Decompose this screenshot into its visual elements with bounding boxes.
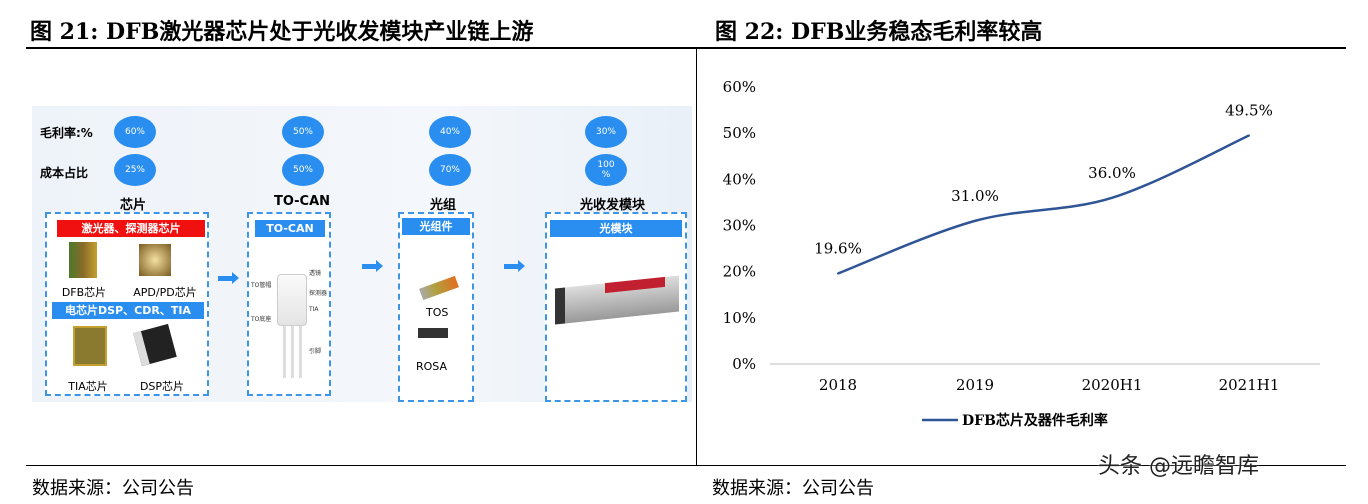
y-tick-label: 0% bbox=[732, 355, 756, 373]
data-point bbox=[837, 272, 839, 275]
rosa-image bbox=[418, 328, 448, 338]
y-tick-label: 50% bbox=[723, 124, 756, 142]
gross-margin-label: 毛利率:% bbox=[40, 126, 93, 140]
dfb-chip-image bbox=[69, 242, 97, 278]
rosa-caption: ROSA bbox=[416, 360, 448, 373]
tocan-pin bbox=[299, 326, 302, 378]
data-label: 49.5% bbox=[1225, 101, 1273, 119]
part-label: TO底座 bbox=[251, 316, 272, 323]
stage-module-label: 光收发模块 bbox=[580, 198, 646, 213]
cost-oval: 50% bbox=[282, 154, 324, 186]
tocan-box: TO-CAN 透镜 TO管帽 探测器 TIA TO底座 引脚 bbox=[247, 212, 331, 396]
bottom-rule bbox=[26, 465, 1346, 466]
part-label: 引脚 bbox=[309, 348, 322, 355]
tocan-bar: TO-CAN bbox=[255, 220, 325, 237]
tos-image bbox=[419, 275, 459, 301]
apd-chip-image bbox=[139, 244, 171, 276]
y-tick-label: 20% bbox=[723, 263, 756, 281]
x-tick-label: 2018 bbox=[819, 376, 857, 394]
y-tick-label: 60% bbox=[723, 78, 756, 96]
margin-oval: 60% bbox=[114, 116, 156, 148]
data-point bbox=[974, 219, 976, 222]
data-label: 19.6% bbox=[814, 240, 862, 258]
part-label: 透镜 bbox=[309, 270, 322, 277]
divider bbox=[696, 48, 697, 466]
stage-tocan-label: TO-CAN bbox=[274, 194, 331, 209]
stage-chip-label: 芯片 bbox=[120, 198, 147, 213]
stage-optic-label: 光组 bbox=[430, 198, 457, 213]
x-tick-label: 2021H1 bbox=[1219, 376, 1280, 394]
industry-chain-diagram: 毛利率:% 成本占比 60% 25% 50% 50% 40% 70% 30% 1… bbox=[32, 106, 692, 402]
tos-caption: TOS bbox=[426, 306, 449, 319]
data-label: 36.0% bbox=[1088, 164, 1136, 182]
gross-margin-chart: 0% 10% 20% 30% 40% 50% 60% 2018 2019 2020H1 2021H1… bbox=[723, 78, 1320, 429]
margin-oval: 30% bbox=[585, 116, 627, 148]
cost-oval: 25% bbox=[114, 154, 156, 186]
optic-box: 光组件 TOS ROSA bbox=[398, 212, 474, 402]
y-tick-label: 40% bbox=[723, 170, 756, 188]
chip-bar-optical: 激光器、探测器芯片 bbox=[57, 220, 205, 237]
figure-21-title: 图 21: DFB激光器芯片处于光收发模块产业链上游 bbox=[30, 19, 534, 45]
margin-oval: 50% bbox=[282, 116, 324, 148]
chip-bar-electrical: 电芯片DSP、CDR、TIA bbox=[52, 302, 204, 319]
legend-label: DFB芯片及器件毛利率 bbox=[962, 412, 1108, 429]
part-label: TIA bbox=[309, 306, 319, 313]
top-rule bbox=[26, 47, 1346, 49]
tia-caption: TIA芯片 bbox=[68, 380, 108, 393]
tocan-image bbox=[277, 274, 307, 326]
data-point bbox=[1111, 196, 1113, 199]
part-label: TO管帽 bbox=[251, 282, 272, 289]
cost-oval: 70% bbox=[429, 154, 471, 186]
apd-caption: APD/PD芯片 bbox=[133, 286, 197, 299]
part-label: 探测器 bbox=[309, 290, 328, 297]
series-line bbox=[837, 134, 1250, 275]
figure-22-title: 图 22: DFB业务稳态毛利率较高 bbox=[715, 19, 1043, 45]
cost-share-label: 成本占比 bbox=[40, 166, 89, 180]
x-tick-label: 2019 bbox=[956, 376, 994, 394]
left-source: 数据来源：公司公告 bbox=[32, 478, 194, 499]
dfb-caption: DFB芯片 bbox=[61, 286, 107, 299]
module-box: 光模块 bbox=[545, 212, 687, 402]
dsp-caption: DSP芯片 bbox=[139, 380, 185, 393]
chip-box: 激光器、探测器芯片 DFB芯片 APD/PD芯片 电芯片DSP、CDR、TIA … bbox=[45, 212, 209, 396]
margin-oval: 40% bbox=[429, 116, 471, 148]
arrow-icon bbox=[504, 260, 525, 272]
right-source: 数据来源：公司公告 bbox=[712, 478, 874, 499]
y-tick-label: 30% bbox=[723, 217, 756, 235]
tia-chip-image bbox=[73, 326, 107, 366]
tocan-pin bbox=[291, 326, 294, 378]
tocan-pin bbox=[283, 326, 286, 378]
x-tick-label: 2020H1 bbox=[1082, 376, 1143, 394]
module-bar: 光模块 bbox=[550, 220, 682, 237]
y-tick-label: 10% bbox=[723, 309, 756, 327]
dsp-chip-image bbox=[133, 323, 177, 367]
data-point bbox=[1248, 134, 1250, 137]
arrow-icon bbox=[362, 260, 383, 272]
cost-oval: 100 % bbox=[585, 154, 627, 186]
data-label: 31.0% bbox=[951, 187, 999, 205]
arrow-icon bbox=[218, 272, 239, 284]
watermark: 头条 @远瞻智库 bbox=[1098, 454, 1259, 479]
optic-bar: 光组件 bbox=[402, 218, 470, 235]
